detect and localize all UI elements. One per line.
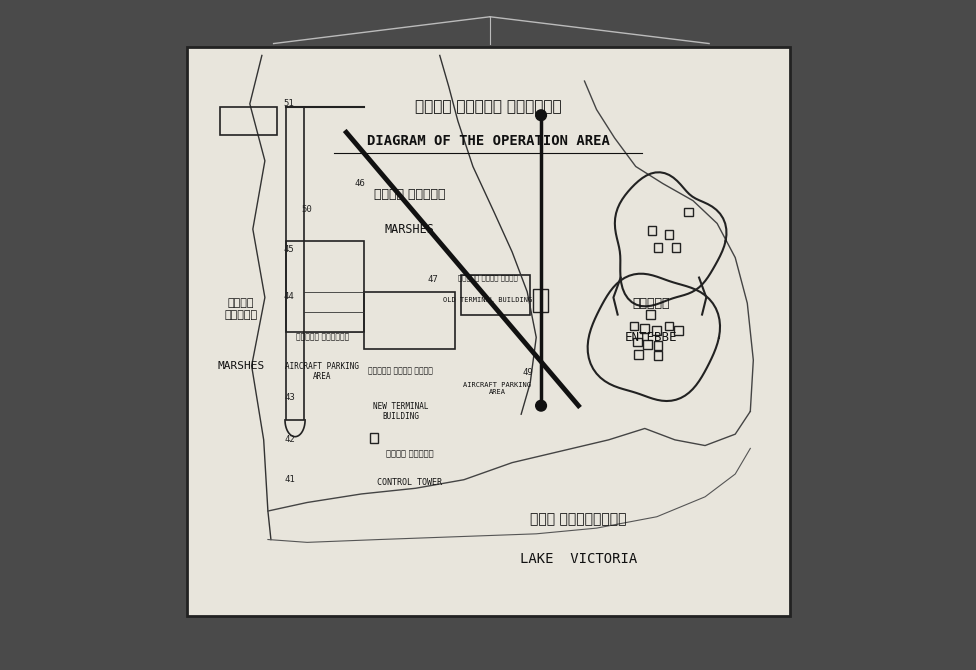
Bar <box>634 350 643 359</box>
Text: DIAGRAM OF THE OPERATION AREA: DIAGRAM OF THE OPERATION AREA <box>367 134 609 148</box>
Text: בניין הנמל הישן: בניין הנמל הישן <box>458 273 518 281</box>
Text: חניית מטוסים: חניית מטוסים <box>296 334 348 341</box>
Bar <box>220 107 276 135</box>
Text: CONTROL TOWER: CONTROL TOWER <box>377 478 442 487</box>
Text: 46: 46 <box>354 179 365 188</box>
Bar <box>665 230 673 239</box>
Bar <box>630 322 638 330</box>
Text: ביצה
טבעית: ביצה טבעית <box>224 298 258 320</box>
Text: ימת ויקטוריה: ימת ויקטוריה <box>530 513 627 527</box>
Text: 49: 49 <box>522 368 533 377</box>
Circle shape <box>536 401 547 411</box>
Text: MARSHES: MARSHES <box>385 222 434 236</box>
Text: ENTEBBE: ENTEBBE <box>625 331 677 344</box>
Text: 47: 47 <box>427 275 438 284</box>
Circle shape <box>536 110 547 121</box>
Text: LAKE  VICTORIA: LAKE VICTORIA <box>520 553 637 566</box>
Text: 50: 50 <box>302 205 312 214</box>
Bar <box>633 338 642 346</box>
Bar <box>665 322 673 330</box>
Text: מרשם איזור הפעולה: מרשם איזור הפעולה <box>415 100 561 114</box>
Bar <box>648 226 657 234</box>
Bar <box>671 243 680 252</box>
Bar <box>640 324 649 333</box>
Bar <box>654 243 663 252</box>
Text: 42: 42 <box>285 436 296 444</box>
Bar <box>643 340 652 348</box>
Bar <box>654 351 663 360</box>
Bar <box>674 326 683 335</box>
Text: AIRCRAFT PARKING
AREA: AIRCRAFT PARKING AREA <box>463 382 531 395</box>
Bar <box>653 326 661 335</box>
Text: OLD TERMINAL BUILDING: OLD TERMINAL BUILDING <box>443 297 533 304</box>
Bar <box>654 341 663 350</box>
Text: MARSHES: MARSHES <box>217 361 264 371</box>
Bar <box>646 310 655 319</box>
Text: 44: 44 <box>284 292 295 301</box>
Bar <box>371 433 378 443</box>
Text: ביצה טבעית: ביצה טבעית <box>374 188 445 202</box>
Text: 43: 43 <box>285 393 296 401</box>
Text: NEW TERMINAL
BUILDING: NEW TERMINAL BUILDING <box>373 402 428 421</box>
Text: AIRCRAFT PARKING
AREA: AIRCRAFT PARKING AREA <box>285 362 359 381</box>
Bar <box>684 208 693 216</box>
Text: 51: 51 <box>284 99 295 109</box>
Text: 41: 41 <box>285 475 296 484</box>
Text: מגדל פיקוח: מגדל פיקוח <box>386 450 433 458</box>
FancyBboxPatch shape <box>186 47 790 616</box>
Text: 45: 45 <box>284 245 295 253</box>
Text: אנטבה: אנטבה <box>632 297 670 310</box>
Text: בניין הנמל החדש: בניין הנמל החדש <box>368 368 433 375</box>
